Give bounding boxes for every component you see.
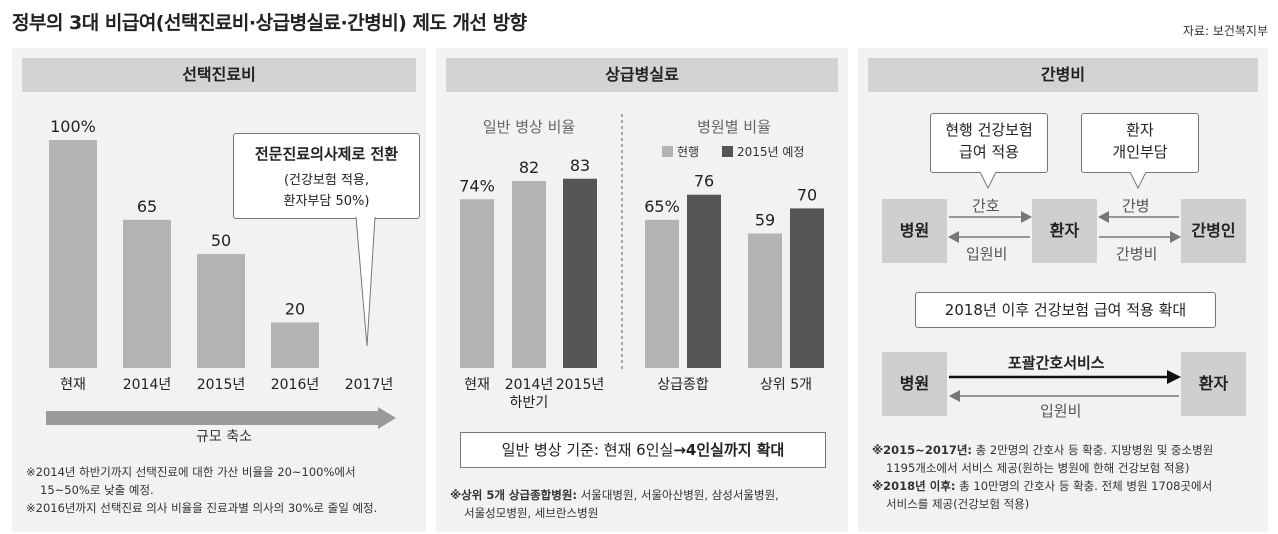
callout-line: 환자부담 50%) [283, 194, 370, 209]
x-tick-label: 2016년 [271, 377, 320, 393]
note-line: 서비스를 제공(건강보험 적용) [886, 497, 1030, 511]
bubble-line: 개인부담 [1112, 143, 1168, 161]
bar [197, 254, 245, 368]
shrink-arrow [46, 407, 396, 433]
bar [460, 199, 494, 368]
node-patient: 환자 [1032, 199, 1097, 263]
note-line: 15~50%로 낮출 예정. [40, 483, 154, 497]
chart-selective-care: 100% 현재 65 2014년 50 2015년 20 2016년 2017년 [49, 117, 394, 393]
legend-label: 2015년 예정 [737, 145, 804, 159]
note-text: 총 10만명의 간호사 등 확충. 전체 병원 1708곳에서 [955, 479, 1213, 493]
bar [512, 181, 546, 368]
bar-value-label: 100% [50, 117, 96, 136]
note-text: 총 2만명의 간호사 등 확충. 지방병원 및 중소병원 [972, 443, 1214, 457]
bar-value-label: 65% [644, 197, 680, 216]
expansion-box: 일반 병상 기준: 현재 6인실→4인실까지 확대 [460, 432, 826, 468]
bar [49, 140, 97, 368]
label-care: 간병 [1122, 197, 1150, 215]
expansion-emphasis: 4인실까지 확대 [685, 441, 785, 459]
bar-value-label: 20 [285, 299, 305, 318]
label-admission-bottom: 입원비 [1040, 402, 1082, 420]
label-admission: 입원비 [966, 245, 1008, 263]
expansion-text: 일반 병상 기준: 현재 6인실 [501, 441, 674, 459]
label-nursing: 간호 [972, 197, 1000, 215]
chart-subtitle: 병원별 비율 [697, 118, 771, 136]
label-care-fee: 간병비 [1116, 245, 1158, 263]
chart-subtitle: 일반 병상 비율 [483, 118, 575, 136]
bar [563, 178, 597, 368]
bar-value-label: 65 [137, 197, 157, 216]
node-patient-bottom: 환자 [1181, 352, 1246, 416]
bar [123, 219, 171, 368]
x-tick-label: 상급종합 [657, 377, 709, 393]
bar-value-label: 59 [755, 210, 775, 229]
source-label: 자료: 보건복지부 [1182, 24, 1268, 38]
page-title: 정부의 3대 비급여(선택진료비·상급병실료·간병비) 제도 개선 방향 [12, 12, 527, 34]
shrink-arrow-label: 규모 축소 [196, 429, 252, 445]
bubble-line: 급여 적용 [959, 143, 1019, 161]
bubble-personal: 환자 개인부담 [1081, 113, 1199, 173]
x-tick-label: 2014년 [505, 377, 554, 393]
note-line: 서울성모병원, 세브란스병원 [464, 506, 599, 520]
legend-swatch-planned [722, 146, 733, 157]
note-bold: ※상위 5개 상급종합병원: [450, 488, 578, 502]
node-caregiver: 간병인 [1181, 199, 1246, 263]
node-hospital-bottom: 병원 [882, 352, 947, 416]
callout-box: 전문진료의사제로 전환 (건강보험 적용, 환자부담 50%) [233, 133, 420, 219]
note-bold: ※2015~2017년: [872, 443, 973, 457]
bar-value-label: 70 [797, 185, 817, 204]
callout-pointer [355, 216, 376, 347]
bar [271, 322, 319, 368]
x-tick-label: 하반기 [510, 395, 549, 411]
x-tick-label: 2014년 [123, 377, 172, 393]
note-text: 서울대병원, 서울아산병원, 삼성서울병원, [577, 488, 779, 502]
bar-value-label: 82 [519, 158, 539, 177]
x-tick-label: 현재 [60, 377, 86, 393]
bar-value-label: 76 [694, 172, 714, 191]
panel-header: 간병비 [868, 58, 1258, 92]
bar [645, 219, 679, 368]
panel-header: 선택진료비 [22, 58, 416, 92]
bar [748, 233, 782, 368]
note-line: ※2014년 하반기까지 선택진료에 대한 가산 비율을 20~100%에서 [26, 465, 356, 479]
bubble-tail [1129, 172, 1147, 190]
note-line: 1195개소에서 서비스 제공(원하는 병원에 한해 건강보험 적용) [886, 461, 1190, 475]
flow-arrows-bottom [949, 370, 1181, 402]
note-line: ※2016년까지 선택진료 의사 비율을 진료과별 의사의 30%로 줄일 예정… [26, 501, 378, 515]
x-tick-label: 2015년 [197, 377, 246, 393]
panel2-notes: ※상위 5개 상급종합병원: 서울대병원, 서울아산병원, 삼성서울병원, 서울… [450, 486, 845, 522]
node-hospital: 병원 [882, 199, 947, 263]
panel1-notes: ※2014년 하반기까지 선택진료에 대한 가산 비율을 20~100%에서 1… [26, 463, 421, 517]
x-tick-label: 2017년 [345, 377, 394, 393]
bubble-insurance: 현행 건강보험 급여 적용 [930, 113, 1048, 173]
callout-title: 전문진료의사제로 전환 [254, 145, 399, 163]
panel3-notes: ※2015~2017년: 총 2만명의 간호사 등 확충. 지방병원 및 중소병… [872, 441, 1264, 513]
panel-header: 상급병실료 [446, 58, 838, 92]
bubble-line: 현행 건강보험 [945, 121, 1033, 139]
x-tick-label: 현재 [464, 377, 490, 393]
x-tick-label: 2015년 [556, 377, 605, 393]
bubble-tail [979, 172, 997, 190]
bar-value-label: 50 [211, 231, 231, 250]
bubble-line: 환자 [1126, 121, 1154, 139]
note-bold: ※2018년 이후: [872, 479, 956, 493]
legend-label: 현행 [677, 144, 699, 159]
x-tick-label: 상위 5개 [760, 377, 812, 393]
bar-value-label: 83 [570, 156, 590, 175]
bar [687, 194, 721, 368]
future-box: 2018년 이후 건강보험 급여 적용 확대 [915, 292, 1216, 328]
bar [790, 208, 824, 368]
callout-line: (건강보험 적용, [283, 173, 370, 188]
legend-swatch-current [662, 146, 673, 157]
flow-arrows-top [948, 211, 1181, 243]
label-integrated-service: 포괄간호서비스 [1008, 354, 1105, 372]
panel-caregiving: 간병비 [858, 48, 1268, 532]
bar-value-label: 74% [459, 176, 495, 195]
expansion-arrow: → [673, 441, 686, 459]
